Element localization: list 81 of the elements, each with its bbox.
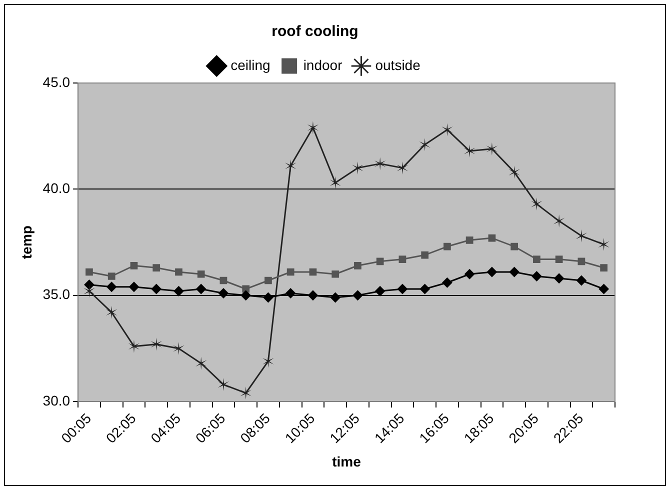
point: [309, 268, 317, 276]
point: [240, 290, 251, 300]
point: [352, 161, 364, 174]
point: [444, 242, 451, 250]
point: [376, 258, 384, 266]
point: [466, 236, 474, 244]
point: [195, 356, 207, 370]
point: [151, 284, 162, 294]
point: [150, 338, 162, 351]
point: [130, 262, 138, 270]
point: [86, 268, 93, 276]
point: [375, 286, 386, 296]
point: [488, 234, 496, 242]
point: [354, 262, 362, 270]
point: [220, 276, 228, 284]
point: [106, 282, 117, 292]
point: [600, 264, 608, 272]
point: [464, 269, 475, 280]
point: [464, 144, 476, 158]
point: [397, 284, 408, 294]
point: [240, 386, 252, 400]
point: [84, 280, 94, 290]
point: [218, 378, 230, 392]
point: [419, 138, 430, 152]
point: [196, 284, 206, 294]
point: [421, 251, 429, 259]
point: [173, 342, 184, 355]
y-tick-label: 40.0: [42, 180, 70, 196]
point: [555, 256, 563, 263]
point: [152, 264, 160, 272]
point: [218, 288, 228, 298]
legend-label: indoor: [303, 56, 343, 73]
point: [598, 284, 609, 294]
point: [486, 142, 498, 156]
point: [330, 176, 341, 190]
chart-title: roof cooling: [272, 23, 358, 40]
y-tick-label: 35.0: [42, 286, 70, 302]
point: [352, 290, 363, 300]
point: [262, 354, 274, 368]
point: [442, 123, 453, 136]
point: [128, 282, 139, 292]
point: [108, 272, 116, 280]
y-tick-label: 30.0: [42, 392, 70, 408]
point: [106, 306, 118, 319]
point: [286, 268, 294, 276]
legend-label: ceiling: [230, 56, 270, 73]
point: [398, 256, 406, 263]
point: [396, 161, 408, 174]
point: [576, 276, 586, 286]
point: [486, 267, 497, 278]
point: [174, 286, 184, 296]
point: [554, 273, 564, 284]
y-tick-label: 45.0: [42, 74, 70, 90]
point: [84, 284, 95, 298]
x-axis-title: time: [332, 453, 362, 470]
legend-label: outside: [375, 56, 421, 73]
point: [531, 198, 542, 211]
point: [284, 159, 296, 172]
point: [197, 270, 205, 278]
point: [263, 292, 274, 302]
point: [330, 292, 340, 302]
point: [508, 166, 520, 179]
point: [442, 278, 452, 288]
y-axis-title: temp: [18, 226, 34, 259]
point: [308, 290, 318, 300]
point: [128, 340, 140, 353]
point: [578, 258, 586, 266]
point: [533, 256, 540, 263]
point: [332, 270, 340, 278]
point: [307, 121, 319, 134]
point: [553, 214, 565, 228]
point: [420, 284, 430, 294]
point: [264, 276, 272, 284]
point: [576, 229, 588, 242]
point: [510, 242, 518, 250]
point: [532, 271, 542, 282]
point: [374, 157, 386, 170]
point: [286, 288, 296, 298]
point: [598, 238, 610, 251]
point: [175, 268, 182, 276]
point: [509, 267, 520, 278]
